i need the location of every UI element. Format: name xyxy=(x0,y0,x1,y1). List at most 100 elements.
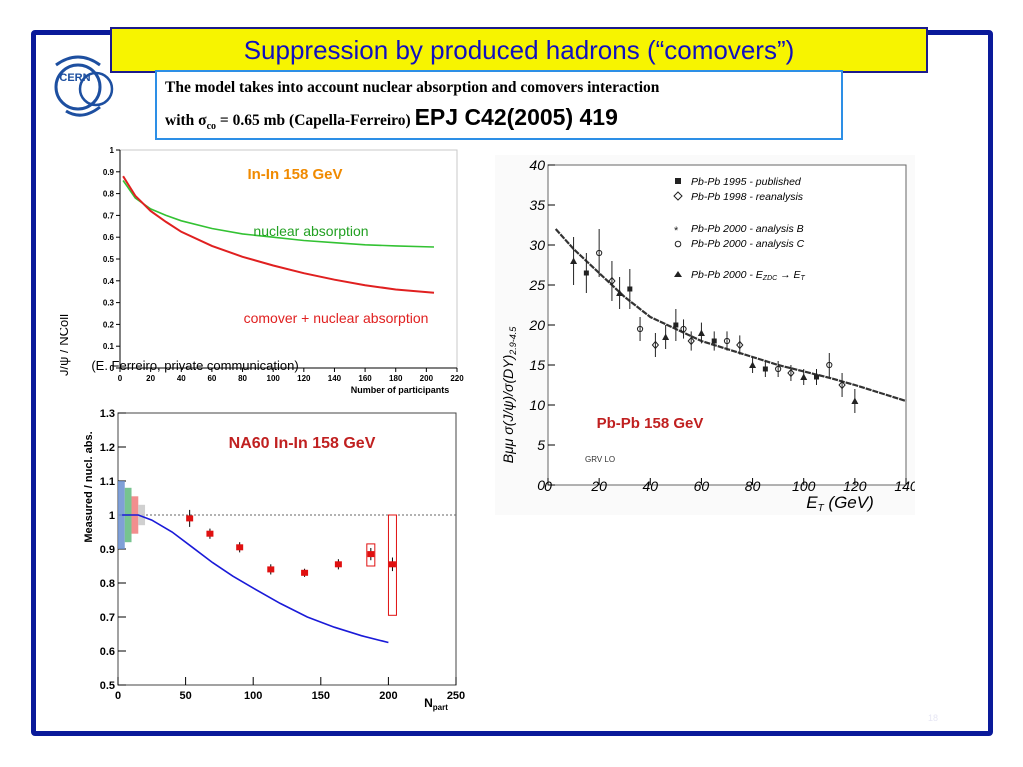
chart2-data-point xyxy=(236,544,244,551)
chart2-y-tick-label: 0.5 xyxy=(100,680,115,692)
chart3-x-tick-label: 140 xyxy=(894,478,915,494)
info-reference: EPJ C42(2005) 419 xyxy=(414,104,618,131)
chart3-ylabel-main: Bμμ σ(J/ψ)/σ(DY) xyxy=(500,355,516,464)
chart3-data-point xyxy=(826,361,833,369)
chart2-data-point xyxy=(388,561,396,568)
chart3-data-point xyxy=(800,373,808,380)
chart3-ylabel: Bμμ σ(J/ψ)/σ(DY)2.9-4.5 xyxy=(500,326,518,464)
chart2-xlabel-main: N xyxy=(424,696,433,710)
chart-pbpb: 0 5 10 15 20 25 30 35 40 0 20 40 60 80 100 120 140 Pb-Pb… xyxy=(495,155,915,515)
cern-logo: CERN xyxy=(42,45,114,125)
legend-label-4-suffix-sub: T xyxy=(801,275,806,282)
chart1-title: In-In 158 GeV xyxy=(247,166,342,183)
chart1-x-tick-label: 180 xyxy=(389,374,403,383)
chart1-label-nuclear: nuclear absorption xyxy=(253,223,368,239)
chart3-y-tick-label: 5 xyxy=(537,437,545,453)
legend-marker-star: * xyxy=(674,225,679,237)
chart1-x-tick-label: 40 xyxy=(177,374,186,383)
chart1-y-tick-label: 0.4 xyxy=(103,277,115,286)
chart3-data-point xyxy=(787,368,795,378)
chart3-data-point xyxy=(814,374,819,380)
chart3-xlabel-suffix: (GeV) xyxy=(824,493,874,512)
chart3-y-tick-label: 30 xyxy=(529,237,545,253)
chart2-data-point xyxy=(206,530,214,537)
chart2-title: NA60 In-In 158 GeV xyxy=(229,435,376,452)
chart1-x-tick-label: 20 xyxy=(146,374,155,383)
chart3-x-tick-label: 60 xyxy=(694,478,710,494)
chart2-model-curve xyxy=(122,514,389,644)
chart1-note: (E. Ferreiro, private communication) xyxy=(91,358,298,373)
chart1-y-tick-label: 0 xyxy=(110,364,115,373)
chart1-x-tick-label: 160 xyxy=(358,374,372,383)
legend-label-0: Pb-Pb 1995 - published xyxy=(691,176,802,188)
chart3-data-point xyxy=(596,249,603,257)
chart3-x-tick-label: 120 xyxy=(843,478,867,494)
chart1-label-comover: comover + nuclear absorption xyxy=(244,310,429,326)
chart3-data-point xyxy=(636,325,644,333)
chart3-data-point xyxy=(851,397,859,404)
chart2-y-tick-label: 1.2 xyxy=(100,442,115,454)
chart2-y-tick-label: 1.1 xyxy=(100,476,115,488)
chart3-y-tick-label: 25 xyxy=(528,277,545,293)
chart2-y-tick-label: 0.9 xyxy=(100,544,115,556)
chart1-y-tick-label: 0.5 xyxy=(103,255,115,264)
legend-marker-diamond xyxy=(673,191,683,201)
chart3-xlabel-main: E xyxy=(806,493,818,512)
chart3-y-tick-label: 15 xyxy=(529,357,545,373)
chart2-data-point xyxy=(301,569,309,576)
legend-label-3: Pb-Pb 2000 - analysis C xyxy=(691,238,805,250)
legend-label-2: Pb-Pb 2000 - analysis B xyxy=(691,223,804,235)
chart3-x-tick-label: 80 xyxy=(745,478,761,494)
chart1-x-tick-label: 80 xyxy=(238,374,247,383)
info-value: = 0.65 mb (Capella-Ferreiro) xyxy=(216,112,415,130)
chart1-y-tick-label: 0.8 xyxy=(103,190,115,199)
chart3-data-point xyxy=(697,329,705,336)
chart2-syst-band xyxy=(118,481,125,549)
chart3-data-point xyxy=(749,361,757,368)
chart3-data-point xyxy=(723,337,731,345)
chart1-x-tick-label: 60 xyxy=(207,374,216,383)
chart2-data-point xyxy=(186,515,194,522)
chart3-data-point xyxy=(687,336,695,346)
chart1-x-tick-label: 120 xyxy=(297,374,311,383)
chart2-x-tick-label: 100 xyxy=(244,690,262,702)
chart1-series-comover-line xyxy=(122,175,435,294)
info-box: The model takes into account nuclear abs… xyxy=(155,70,843,140)
chart2-x-tick-label: 250 xyxy=(447,690,465,702)
chart3-data-point xyxy=(616,289,624,296)
chart3-data-point xyxy=(838,380,846,390)
chart3-y-tick-label: 35 xyxy=(529,197,545,213)
chart1-x-tick-label: 200 xyxy=(420,374,434,383)
legend-marker-circle xyxy=(674,240,682,248)
chart3-xlabel-sub: T xyxy=(818,503,825,514)
chart3-y-tick-label: 0 xyxy=(537,477,545,493)
chart2-y-tick-label: 0.8 xyxy=(100,578,115,590)
legend-marker-square xyxy=(675,178,681,184)
chart-inin-model: 0 0.1 0.2 0.3 0.4 0.5 0.6 0.7 0.8 0.9 1 0 20 40 60 80 10… xyxy=(60,146,464,395)
info-line-2: with σco = 0.65 mb (Capella-Ferreiro) EP… xyxy=(165,100,833,136)
legend-label-1: Pb-Pb 1998 - reanalysis xyxy=(691,191,804,203)
legend-label-4-sub: ZDC xyxy=(762,275,778,282)
chart2-x-tick-label: 0 xyxy=(115,690,121,702)
chart2-y-tick-label: 1 xyxy=(109,510,115,522)
chart1-xlabel: Number of participants xyxy=(351,385,450,395)
page-number: 18 xyxy=(928,713,939,723)
chart1-y-tick-label: 0.3 xyxy=(103,299,115,308)
chart1-x-tick-label: 220 xyxy=(450,374,464,383)
chart3-x-tick-label: 0 xyxy=(544,478,552,494)
chart3-data-point xyxy=(673,322,679,328)
chart2-data-point xyxy=(367,551,375,558)
legend-label-4-main: Pb-Pb 2000 - E xyxy=(691,269,764,281)
chart3-data-point xyxy=(662,333,670,340)
chart2-x-tick-label: 50 xyxy=(179,690,191,702)
chart2-ylabel: Measured / nucl. abs. xyxy=(83,431,95,542)
chart2-syst-box xyxy=(387,514,397,616)
chart3-x-tick-label: 40 xyxy=(642,478,658,494)
chart3-y-tick-label: 10 xyxy=(529,397,545,413)
chart1-x-tick-label: 140 xyxy=(328,374,342,383)
chart2-syst-band xyxy=(138,504,146,526)
chart3-x-tick-label: 100 xyxy=(792,478,816,494)
chart3-legend: Pb-Pb 1995 - published Pb-Pb 1998 - rean… xyxy=(673,176,806,282)
logo-text: CERN xyxy=(59,72,90,84)
chart3-y-tick-label: 40 xyxy=(529,157,545,173)
